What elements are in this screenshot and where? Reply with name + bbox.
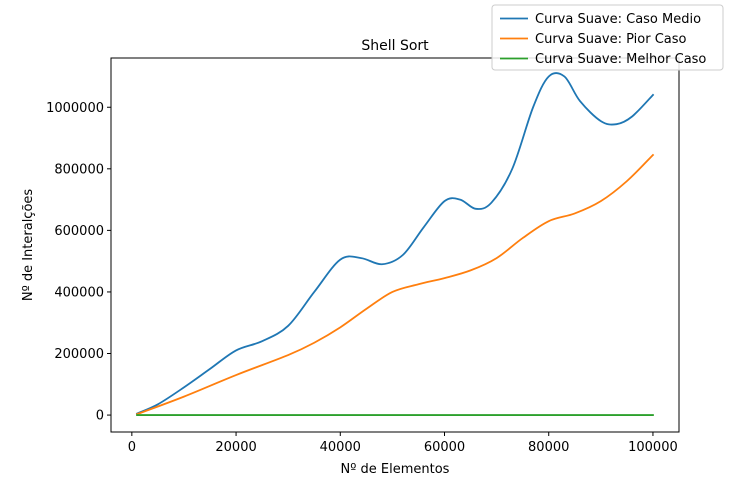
x-tick-label: 100000 [628, 440, 678, 455]
series-line-0 [135, 72, 655, 415]
y-tick-label: 600000 [54, 224, 104, 239]
series-line-1 [135, 153, 655, 416]
plot-area [111, 58, 679, 432]
legend-label-1: Curva Suave: Pior Caso [535, 32, 687, 47]
legend-box [491, 4, 724, 71]
legend: Curva Suave: Caso Medio Curva Suave: Pior… [491, 4, 724, 71]
y-tick-label: 800000 [54, 162, 104, 177]
legend-label-2: Curva Suave: Melhor Caso [535, 52, 706, 67]
y-tick-label: 1000000 [46, 101, 104, 116]
x-tick-label: 60000 [424, 440, 465, 455]
x-tick-label: 40000 [320, 440, 361, 455]
x-tick-label: 0 [128, 440, 136, 455]
x-tick-label: 80000 [528, 440, 569, 455]
axes-layer: 0 20000 40000 60000 80000 1000000200000400000… [46, 57, 680, 455]
x-tick-label: 20000 [215, 440, 256, 455]
y-tick-label: 400000 [54, 285, 104, 300]
chart-title: Shell Sort [361, 38, 429, 54]
y-tick-label: 0 [96, 409, 104, 424]
series-layer [135, 72, 655, 416]
y-tick-label: 200000 [54, 347, 104, 362]
legend-label-0: Curva Suave: Caso Medio [535, 12, 701, 27]
y-axis-label: Nº de Interalções [21, 189, 36, 302]
axes-frame [110, 57, 680, 433]
plot-background [111, 58, 679, 432]
x-axis-label: Nº de Elementos [341, 462, 450, 477]
